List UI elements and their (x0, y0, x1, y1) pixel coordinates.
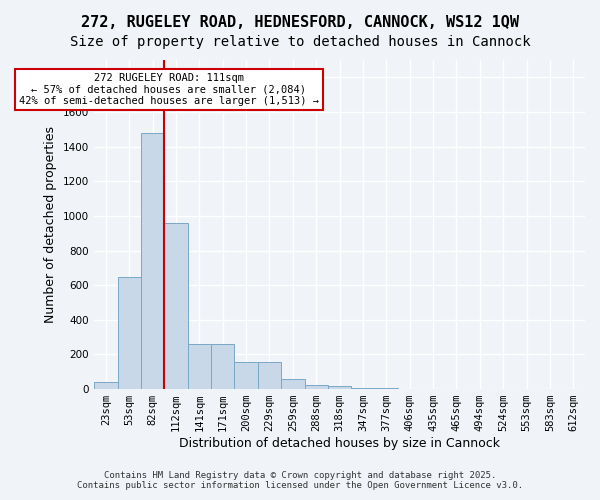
Bar (281, 378, 305, 389)
Bar (211, 344, 235, 389)
Bar (374, 388, 398, 389)
Text: Size of property relative to detached houses in Cannock: Size of property relative to detached ho… (70, 35, 530, 49)
Y-axis label: Number of detached properties: Number of detached properties (44, 126, 58, 323)
Bar (328, 386, 351, 389)
Bar (188, 344, 211, 389)
Text: 272, RUGELEY ROAD, HEDNESFORD, CANNOCK, WS12 1QW: 272, RUGELEY ROAD, HEDNESFORD, CANNOCK, … (81, 15, 519, 30)
Bar (164, 223, 188, 389)
Bar (118, 276, 141, 389)
Bar (351, 388, 374, 389)
Bar (398, 388, 421, 389)
Text: 272 RUGELEY ROAD: 111sqm
← 57% of detached houses are smaller (2,084)
42% of sem: 272 RUGELEY ROAD: 111sqm ← 57% of detach… (19, 73, 319, 106)
Bar (258, 362, 281, 389)
Text: Contains HM Land Registry data © Crown copyright and database right 2025.
Contai: Contains HM Land Registry data © Crown c… (77, 470, 523, 490)
Bar (235, 362, 258, 389)
Bar (141, 132, 164, 389)
X-axis label: Distribution of detached houses by size in Cannock: Distribution of detached houses by size … (179, 437, 500, 450)
Bar (94, 382, 118, 389)
Bar (305, 385, 328, 389)
